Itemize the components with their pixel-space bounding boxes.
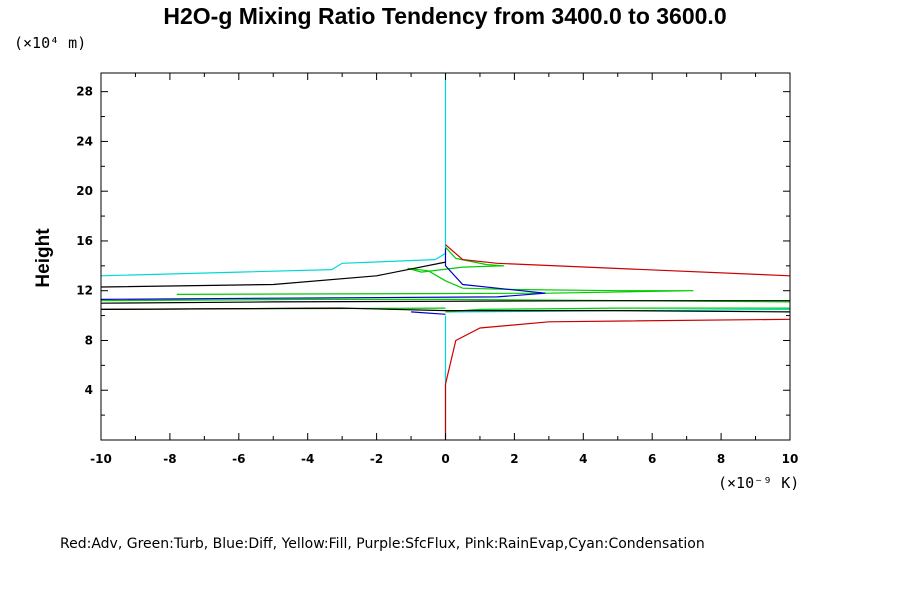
y-tick-label: 8 — [85, 333, 93, 347]
y-tick-label: 24 — [76, 134, 93, 148]
y-tick-label: 4 — [85, 383, 93, 397]
x-tick-label: 10 — [782, 452, 799, 466]
chart-title: H2O-g Mixing Ratio Tendency from 3400.0 … — [163, 3, 726, 29]
x-tick-label: -10 — [90, 452, 112, 466]
series-layer — [100, 73, 791, 440]
series-line-condensation — [100, 73, 447, 277]
x-tick-label: 6 — [648, 452, 656, 466]
x-tick-label: -8 — [163, 452, 176, 466]
legend-text: Red:Adv, Green:Turb, Blue:Diff, Yellow:F… — [60, 536, 705, 552]
x-axis-unit: (×10⁻⁹ K) — [718, 474, 799, 492]
y-axis-unit: (×10⁴ m) — [14, 34, 86, 52]
plot-frame — [100, 72, 791, 441]
series-line-diff — [100, 248, 546, 300]
series-line-total — [100, 261, 446, 288]
y-axis-label: Height — [33, 228, 54, 288]
x-tick-label: 0 — [441, 452, 449, 466]
series-line-total — [100, 300, 790, 304]
x-tick-label: -2 — [370, 452, 383, 466]
series-line-total — [100, 307, 791, 313]
y-tick-label: 28 — [76, 85, 93, 99]
y-tick-label: 12 — [76, 284, 93, 298]
y-tick-label: 20 — [76, 184, 93, 198]
series-line-turb — [176, 246, 694, 295]
series-line-adv — [445, 244, 791, 277]
x-tick-label: -6 — [232, 452, 245, 466]
series-line-diff — [411, 311, 446, 315]
x-tick-label: 8 — [717, 452, 725, 466]
x-tick-label: 4 — [579, 452, 587, 466]
series-line-adv — [444, 318, 791, 440]
x-tick-label: -4 — [301, 452, 314, 466]
x-tick-label: 2 — [510, 452, 518, 466]
y-tick-label: 16 — [76, 234, 93, 248]
